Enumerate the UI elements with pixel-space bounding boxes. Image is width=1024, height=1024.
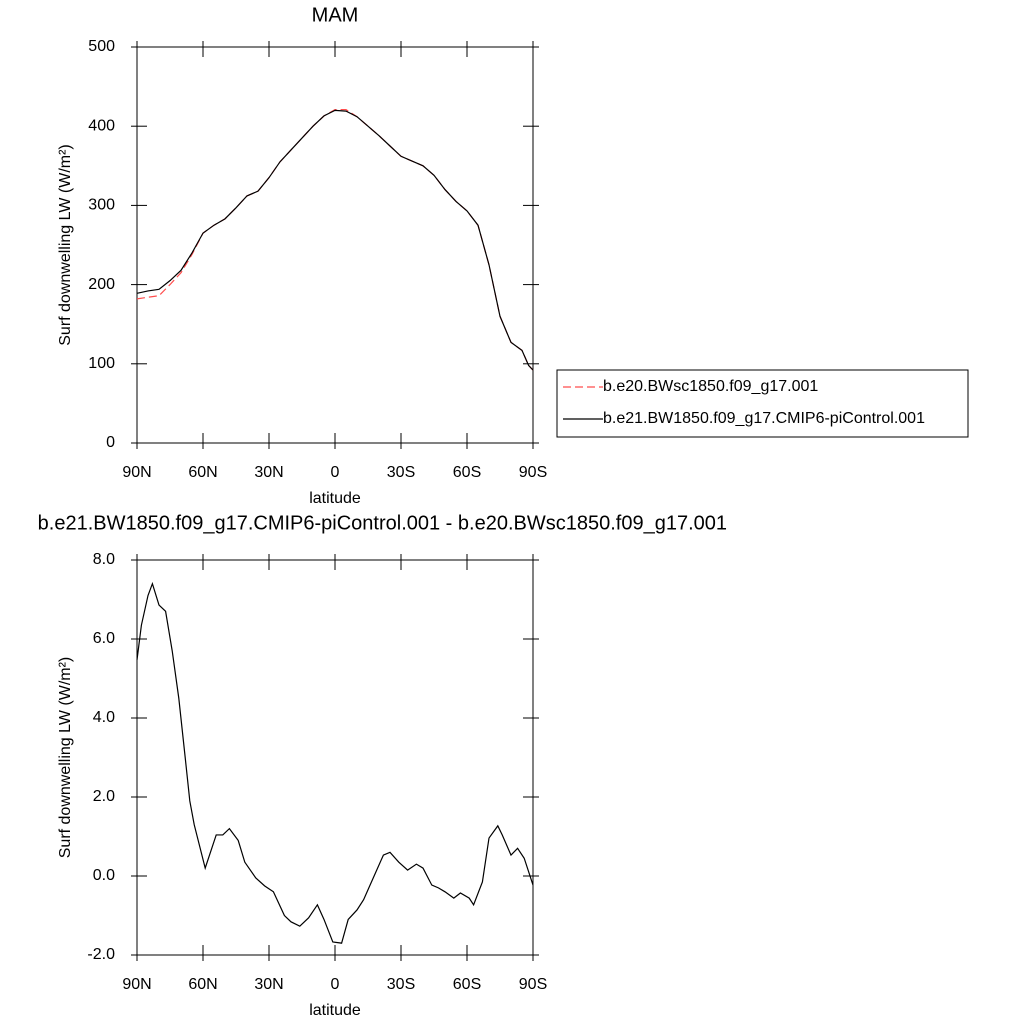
x-tick-label: 30N bbox=[254, 976, 283, 993]
x-tick-label: 0 bbox=[331, 464, 340, 481]
y-axis-label: Surf downwelling LW (W/m²) bbox=[57, 144, 74, 346]
x-tick-label: 60S bbox=[453, 976, 481, 993]
y-tick-label: 2.0 bbox=[93, 788, 115, 805]
legend-box bbox=[556, 369, 969, 438]
y-tick-label: 8.0 bbox=[93, 551, 115, 568]
x-tick-label: 60S bbox=[453, 464, 481, 481]
chart: 0 100 200 300 400 500 90N 60N 30N 0 30S 60S 90S latit… bbox=[57, 4, 969, 507]
y-tick-label: 0.0 bbox=[93, 867, 115, 884]
x-tick-label: 90N bbox=[122, 464, 151, 481]
data-line bbox=[136, 109, 534, 371]
x-tick-label: 30S bbox=[387, 464, 415, 481]
y-tick-label: 4.0 bbox=[93, 709, 115, 726]
y-tick-label: 100 bbox=[88, 355, 115, 372]
x-tick-label: 30N bbox=[254, 464, 283, 481]
legend-label: b.e20.BWsc1850.f09_g17.001 bbox=[603, 378, 818, 395]
legend-label: b.e21.BW1850.f09_g17.CMIP6-piControl.001 bbox=[603, 410, 925, 427]
y-tick-label: -2.0 bbox=[87, 946, 115, 963]
x-tick-label: 30S bbox=[387, 976, 415, 993]
chart-title: b.e21.BW1850.f09_g17.CMIP6-piControl.001… bbox=[38, 512, 727, 534]
x-tick-label: 60N bbox=[188, 976, 217, 993]
x-tick-label: 60N bbox=[188, 464, 217, 481]
x-axis-label: latitude bbox=[309, 1002, 361, 1019]
y-tick-label: 500 bbox=[88, 38, 115, 55]
y-axis-label: Surf downwelling LW (W/m²) bbox=[57, 657, 74, 859]
x-axis-label: latitude bbox=[309, 490, 361, 507]
y-tick-label: 6.0 bbox=[93, 630, 115, 647]
plot-frame bbox=[136, 559, 534, 956]
x-tick-label: 0 bbox=[331, 976, 340, 993]
x-tick-label: 90S bbox=[519, 976, 547, 993]
chart: -2.0 0.0 2.0 4.0 6.0 8.0 90N 60N 30N 0 30S 60S 90S la… bbox=[38, 512, 727, 1019]
y-tick-label: 0 bbox=[106, 434, 115, 451]
y-tick-label: 200 bbox=[88, 276, 115, 293]
y-tick-label: 300 bbox=[88, 197, 115, 214]
data-line bbox=[136, 581, 534, 944]
data-line bbox=[136, 108, 534, 371]
y-tick-label: 400 bbox=[88, 117, 115, 134]
x-tick-label: 90S bbox=[519, 464, 547, 481]
x-tick-label: 90N bbox=[122, 976, 151, 993]
chart-title: MAM bbox=[312, 4, 359, 26]
